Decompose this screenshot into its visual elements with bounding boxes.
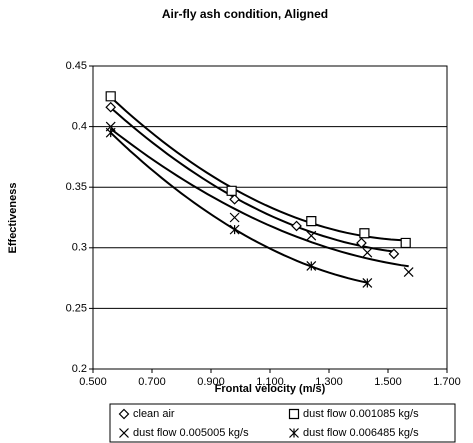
y-tick-label: 0.3 [72, 242, 87, 254]
trendline [110, 96, 406, 242]
data-point [229, 193, 240, 205]
data-point [105, 91, 116, 102]
x-tick-label: 1.500 [374, 376, 402, 388]
data-point [362, 247, 373, 258]
x-tick-label: 0.500 [79, 376, 107, 388]
data-point [226, 185, 237, 196]
data-point [105, 101, 117, 113]
x-tick-label: 1.100 [256, 376, 284, 388]
data-point [291, 220, 302, 232]
x-axis-label: Frontal velocity (m/s) [215, 383, 326, 395]
y-tick-label: 0.35 [66, 181, 87, 193]
data-point [388, 248, 400, 260]
trendline [110, 106, 395, 253]
y-tick-label: 0.45 [66, 60, 87, 72]
legend-label: dust flow 0.005005 kg/s [133, 427, 249, 439]
legend-label: dust flow 0.001085 kg/s [303, 408, 419, 420]
y-tick-label: 0.25 [66, 302, 87, 314]
legend-box [109, 403, 456, 443]
legend-label: dust flow 0.006485 kg/s [303, 427, 419, 439]
legend-marker [118, 408, 130, 420]
legend-marker [288, 408, 300, 420]
data-point [229, 224, 240, 235]
plot-frame [92, 65, 448, 370]
data-point [356, 237, 367, 249]
data-point [403, 267, 414, 277]
x-tick-label: 1.700 [433, 376, 461, 388]
data-point [105, 127, 116, 138]
data-point [400, 237, 411, 249]
y-axis-label: Effectiveness [7, 183, 19, 254]
trendline [110, 131, 368, 284]
data-point [306, 261, 317, 271]
data-point [306, 230, 317, 241]
legend-marker [289, 428, 299, 438]
data-point [362, 278, 373, 288]
x-tick-label: 0.900 [197, 376, 225, 388]
trendline [110, 128, 409, 268]
data-point [306, 216, 317, 227]
legend-label: clean air [133, 408, 175, 420]
y-tick-label: 0.4 [72, 121, 87, 133]
x-tick-label: 0.700 [138, 376, 166, 388]
x-tick-label: 1.300 [315, 376, 343, 388]
y-tick-label: 0.2 [72, 363, 87, 375]
data-point [229, 212, 240, 223]
data-point [359, 228, 370, 239]
chart-title: Air-fly ash condition, Aligned [162, 7, 328, 21]
legend-marker [119, 428, 129, 438]
